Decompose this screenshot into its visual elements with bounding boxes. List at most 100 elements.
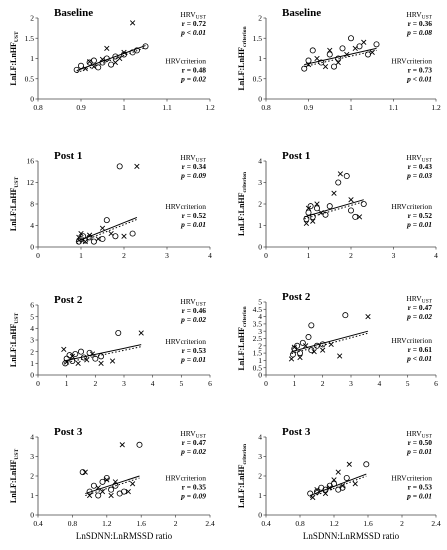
stat-p-criterion: p = 0.01 xyxy=(180,220,206,229)
y-axis-label-sub: criterion xyxy=(242,306,248,326)
stat-p-ust: p = 0.03 xyxy=(406,171,432,180)
y-axis-label-main: LnLF:LnHF xyxy=(237,464,246,508)
stat-label-hrv-ust: HRVUST xyxy=(180,10,206,21)
data-point-cross xyxy=(99,56,106,62)
data-point-cross xyxy=(69,353,76,359)
x-tick-label: 2 xyxy=(400,519,404,528)
y-tick-label: 4 xyxy=(30,324,34,333)
stat-label-sub: UST xyxy=(196,434,207,440)
data-point-circle xyxy=(79,469,86,476)
y-axis-label-main: LnLF:LnHF xyxy=(9,187,18,231)
y-tick-label: 1 xyxy=(30,491,34,500)
data-point-cross xyxy=(95,236,101,242)
stat-label-hrv-ust: HRVUST xyxy=(180,153,206,164)
data-point-cross xyxy=(75,360,81,366)
stat-r-criterion: r = 0.48 xyxy=(182,65,207,74)
x-tick-label: 5 xyxy=(406,379,410,388)
data-point-cross xyxy=(331,190,337,196)
data-point-cross xyxy=(352,45,358,51)
panel-title: Post 1 xyxy=(282,150,310,162)
stat-label-main: HRV xyxy=(180,10,196,19)
trend-line-criterion xyxy=(310,475,367,498)
x-tick-label: 1 xyxy=(307,251,311,260)
data-point-cross xyxy=(129,481,136,487)
stat-label-sub: UST xyxy=(196,302,207,308)
data-point-cross xyxy=(86,59,93,65)
data-point-circle xyxy=(98,353,105,360)
x-tick-label: 0 xyxy=(36,379,40,388)
x-tick-label: 2 xyxy=(93,379,97,388)
stat-p-ust: p = 0.02 xyxy=(180,447,206,456)
x-tick-label: 1 xyxy=(349,103,353,112)
y-tick-label: 2.5 xyxy=(253,334,263,343)
stat-p-criterion: p = 0.01 xyxy=(180,355,206,364)
y-tick-label: 2 xyxy=(30,14,34,23)
stat-p-ust: p = 0.02 xyxy=(406,312,432,321)
x-tick-label: 4 xyxy=(151,379,155,388)
y-tick-label: 8 xyxy=(30,200,34,209)
y-tick-label: 1 xyxy=(258,54,262,63)
x-tick-label: 4 xyxy=(434,251,438,260)
y-tick-label: 5 xyxy=(258,298,262,307)
y-tick-label: 3 xyxy=(30,336,34,345)
data-point-cross xyxy=(78,230,84,237)
stat-r-criterion: r = 0.52 xyxy=(408,211,433,220)
data-point-circle xyxy=(319,341,326,348)
data-point-circle xyxy=(330,63,337,70)
data-point-cross xyxy=(108,230,114,237)
x-tick-label: 0 xyxy=(36,251,40,260)
stat-p-ust: p = 0.08 xyxy=(406,28,432,37)
data-point-cross xyxy=(311,349,317,355)
x-tick-label: 2 xyxy=(122,251,126,260)
y-tick-label: 0 xyxy=(258,511,262,520)
data-point-cross xyxy=(337,171,343,177)
stat-label-sub: UST xyxy=(422,299,433,305)
data-point-cross xyxy=(339,483,346,489)
data-point-circle xyxy=(309,213,316,220)
stat-label-main: HRV xyxy=(180,153,196,162)
y-axis-label: LnLF:LnHFUST xyxy=(9,177,20,232)
data-point-cross xyxy=(89,351,96,357)
stat-label-main: HRV xyxy=(406,429,422,438)
y-axis-label-main: LnLF:LnHF xyxy=(237,327,246,371)
y-tick-label: 0.5 xyxy=(25,74,35,83)
data-point-circle xyxy=(99,235,106,242)
chart-panel-baseline-left: 0.8 0.9 1 1.1 1.200.511.52 BaselineLnLF:LnHFU… xyxy=(9,7,215,112)
y-tick-label: 1.5 xyxy=(253,34,263,43)
data-point-circle xyxy=(112,482,119,489)
chart-panel-post2-right: 0 1 2 3 4 5 600.511.522.533.544.55 Post 2LnLF:L… xyxy=(237,291,438,388)
data-point-circle xyxy=(73,66,80,73)
y-tick-label: 0.5 xyxy=(253,363,263,372)
data-point-circle xyxy=(339,484,346,491)
data-point-cross xyxy=(109,358,116,364)
x-tick-label: 1 xyxy=(292,379,296,388)
x-tick-label: 3 xyxy=(165,251,169,260)
x-tick-label: 2 xyxy=(321,379,325,388)
y-axis-label-sub: UST xyxy=(14,449,20,460)
chart-panel-baseline-right: 0.8 0.9 1 1.1 1.2 0 0.5 1 1.5 2 Baseline LnLF:LnHFc… xyxy=(237,7,441,112)
data-point-circle xyxy=(116,163,123,170)
data-point-circle xyxy=(343,173,350,180)
data-point-circle xyxy=(129,230,136,237)
y-tick-label: 5 xyxy=(30,312,34,321)
x-tick-label: 1.1 xyxy=(162,103,172,112)
y-axis-label-main: LnLF:LnHF xyxy=(9,42,18,86)
data-point-cross xyxy=(314,55,320,62)
data-point-circle xyxy=(305,334,312,341)
y-tick-label: 2 xyxy=(30,472,34,481)
data-point-circle xyxy=(69,357,76,364)
data-point-cross xyxy=(320,347,326,353)
x-tick-label: 1 xyxy=(65,379,69,388)
stat-r-ust: r = 0.43 xyxy=(408,162,433,171)
data-point-circle xyxy=(78,62,85,69)
data-point-circle xyxy=(99,59,106,66)
stat-label-sub: UST xyxy=(422,434,433,440)
data-point-circle xyxy=(66,352,73,359)
y-axis-label: LnLF:LnHFcriterion xyxy=(237,26,248,90)
stat-r-ust: r = 0.47 xyxy=(182,438,207,447)
data-point-circle xyxy=(313,205,320,212)
data-point-cross xyxy=(344,51,350,58)
data-point-cross xyxy=(82,469,88,475)
stat-r-ust: r = 0.46 xyxy=(182,306,207,315)
